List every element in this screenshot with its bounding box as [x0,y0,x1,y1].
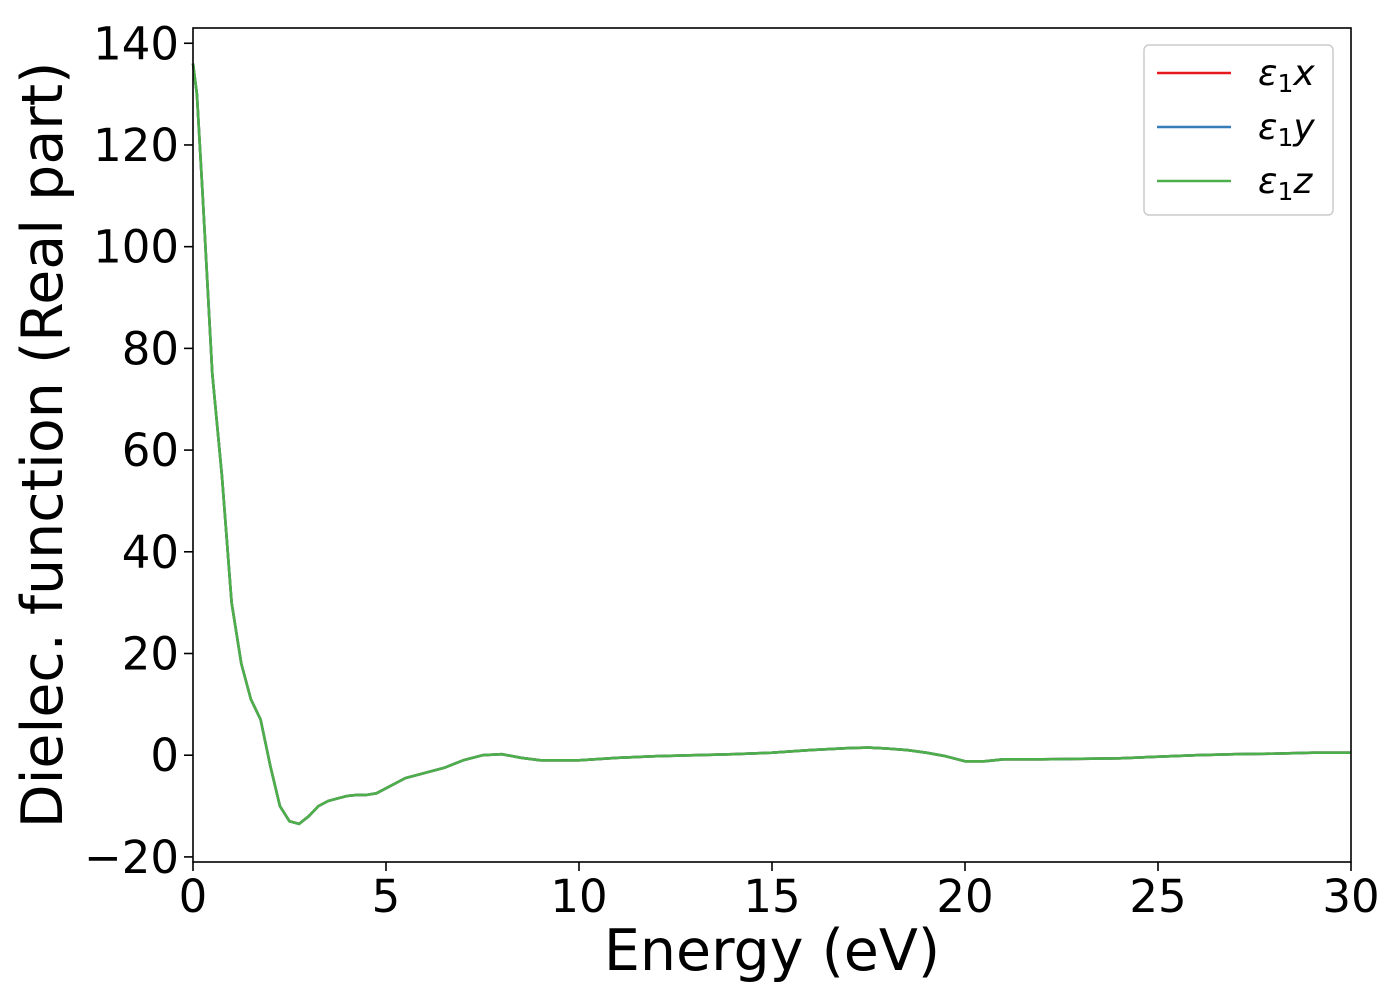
y-tick-label: 100 [93,221,179,274]
legend-label-1: ε1y [1258,107,1315,152]
y-tick-label: 120 [93,119,179,172]
legend-box [1143,44,1334,216]
x-tick-label: 20 [936,870,993,923]
y-tick-label: −20 [84,831,179,884]
y-tick-label: 20 [122,628,179,681]
x-tick-label: 30 [1322,870,1379,923]
y-tick-label: 0 [150,729,179,782]
series-line-2 [191,63,1351,826]
x-axis-label: Energy (eV) [604,918,940,984]
x-tick-label: 15 [743,870,800,923]
series-layer [191,63,1351,826]
plot-frame [192,27,1352,863]
legend-label-2: ε1z [1258,161,1313,206]
x-tick-label: 25 [1129,870,1186,923]
x-tick-label: 0 [179,870,208,923]
y-tick-label: 60 [122,424,179,477]
x-tick-label: 10 [550,870,607,923]
legend: ε1x ε1y ε1z [1143,44,1334,216]
y-tick-label: 40 [122,526,179,579]
y-tick-label: 80 [122,322,179,375]
x-tick-label: 5 [372,870,401,923]
y-axis-label: Dielec. function (Real part) [10,62,76,829]
legend-label-0: ε1x [1258,53,1315,98]
y-tick-label: 140 [93,17,179,70]
